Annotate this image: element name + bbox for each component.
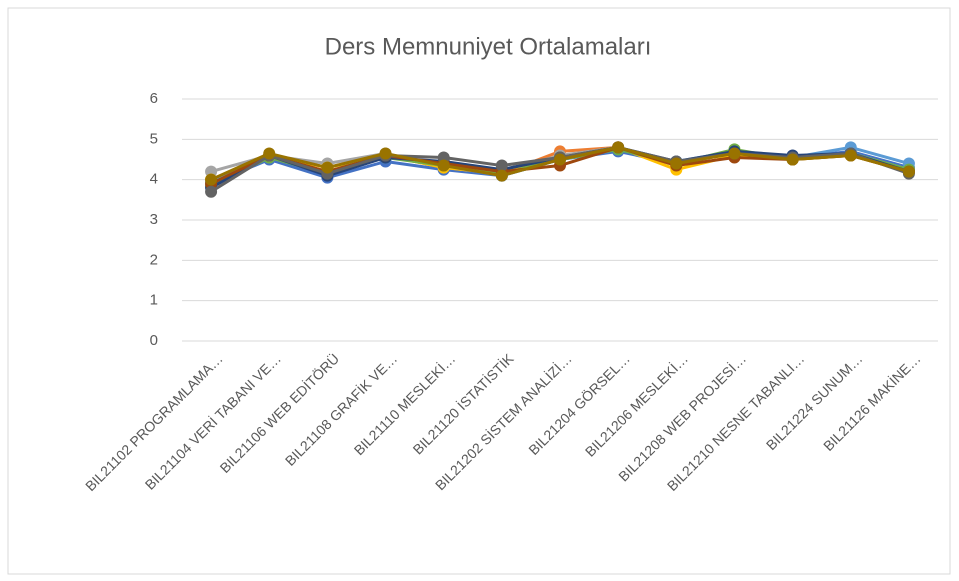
data-point	[321, 161, 334, 174]
data-point	[495, 169, 508, 182]
chart-title: Ders Memnuniyet Ortalamaları	[325, 33, 652, 60]
data-point	[670, 157, 683, 170]
data-point	[786, 153, 799, 166]
y-tick-label: 0	[150, 332, 158, 349]
y-tick-label: 1	[150, 292, 158, 309]
y-tick-label: 5	[150, 130, 158, 147]
chart-frame	[7, 7, 951, 575]
data-point	[205, 173, 218, 186]
y-tick-label: 6	[150, 90, 158, 107]
data-point	[379, 147, 392, 160]
y-tick-label: 4	[150, 171, 158, 188]
y-tick-label: 3	[150, 211, 158, 228]
data-point	[437, 159, 450, 172]
data-point	[728, 147, 741, 160]
y-tick-label: 2	[150, 251, 158, 268]
data-point	[844, 149, 857, 162]
data-point	[205, 185, 218, 198]
data-point	[495, 159, 508, 172]
data-point	[902, 165, 915, 178]
data-point	[612, 141, 625, 154]
data-point	[554, 153, 566, 166]
data-point	[263, 147, 276, 160]
